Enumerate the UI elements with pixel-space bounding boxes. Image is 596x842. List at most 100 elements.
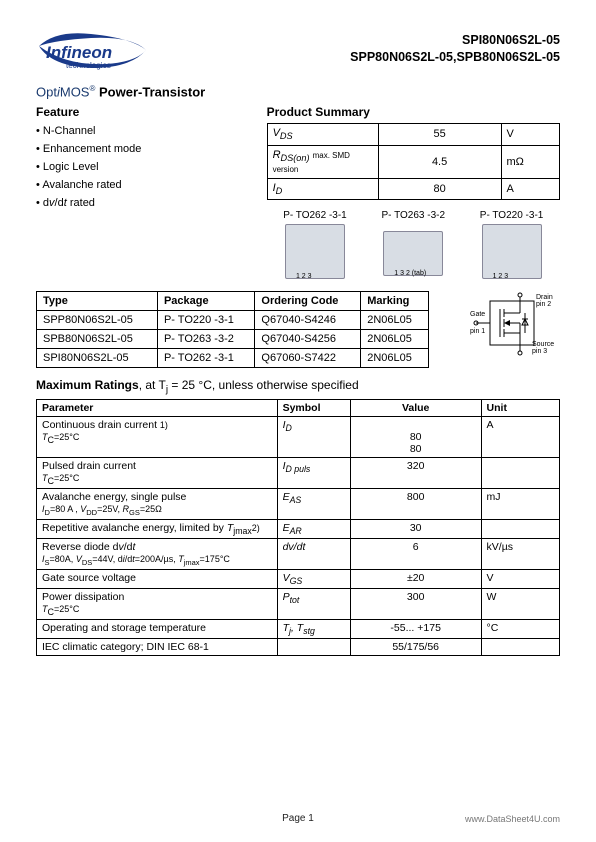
svg-text:pin 3: pin 3 [532,348,547,355]
feature-item: Avalanche rated [36,179,256,191]
svg-text:Gate: Gate [470,311,485,318]
cell [481,458,559,489]
summary-unit: mΩ [501,145,560,178]
package-pins: 1 2 3 [286,273,344,280]
cell: EAR [277,520,350,539]
cell: 30 [350,520,481,539]
summary-sym: RDS(on) max. SMD version [267,145,378,178]
cell: 300 [350,589,481,620]
summary-unit: V [501,124,560,145]
table-row: Avalanche energy, single pulseID=80 A , … [37,489,560,520]
feature-item: N-Channel [36,125,256,137]
ratings-title-rest: , at Tj = 25 °C, unless otherwise specif… [139,378,359,392]
cell: IEC climatic category; DIN IEC 68-1 [37,639,278,656]
packages-row: P- TO262 -3-1 1 2 3 P- TO263 -3-2 1 3 2 … [267,210,560,279]
types-table: Type Package Ordering Code Marking SPP80… [36,291,429,368]
cell: W [481,589,559,620]
header: Infineon technologies SPI80N06S2L-05 SPP… [36,28,560,74]
cell: Q67040-S4256 [255,329,361,348]
table-row: SPI80N06S2L-05P- TO262 -3-1Q67060-S74222… [37,348,429,367]
table-row: RDS(on) max. SMD version 4.5 mΩ [267,145,559,178]
cell: 55/175/56 [350,639,481,656]
package-image: 1 3 2 (tab) [383,231,443,276]
cell: SPI80N06S2L-05 [37,348,158,367]
title-mos: MOS [60,84,90,99]
types-head: Ordering Code [255,291,361,310]
types-head: Type [37,291,158,310]
features-heading: Feature [36,105,256,119]
feature-item: dv/dt rated [36,197,256,209]
ratings-head: Symbol [277,400,350,417]
ratings-head: Unit [481,400,559,417]
cell: SPB80N06S2L-05 [37,329,158,348]
package-pins: 1 3 2 (tab) [384,270,442,277]
infineon-logo-icon: Infineon technologies [36,28,156,74]
summary-sym: VDS [267,124,378,145]
table-header-row: Parameter Symbol Value Unit [37,400,560,417]
package-label: P- TO262 -3-1 [267,210,364,221]
package-pins: 1 2 3 [483,273,541,280]
feature-item: Enhancement mode [36,143,256,155]
cell: SPP80N06S2L-05 [37,310,158,329]
part-number-1: SPI80N06S2L-05 [350,32,560,49]
table-row: Operating and storage temperatureTj, Tst… [37,620,560,639]
cell: -55... +175 [350,620,481,639]
title-suffix: Power-Transistor [99,84,205,99]
cell: Q67040-S4246 [255,310,361,329]
cell: Reverse diode dv/dtIS=80A, VDS=44V, di/d… [37,539,278,570]
cell [277,639,350,656]
summary-unit: A [501,178,560,199]
features-list: N-Channel Enhancement mode Logic Level A… [36,125,256,209]
package-label: P- TO220 -3-1 [463,210,560,221]
features-column: Feature N-Channel Enhancement mode Logic… [36,105,256,279]
cell: Q67060-S7422 [255,348,361,367]
table-row: IEC climatic category; DIN IEC 68-1 55/17… [37,639,560,656]
product-title: OptiMOS® Power-Transistor [36,84,560,99]
cell: P- TO263 -3-2 [157,329,254,348]
cell: 6 [350,539,481,570]
ratings-title-bold: Maximum Ratings [36,378,139,392]
cell: dv/dt [277,539,350,570]
cell: kV/µs [481,539,559,570]
ratings-table: Parameter Symbol Value Unit Continuous d… [36,399,560,656]
upper-section: Feature N-Channel Enhancement mode Logic… [36,105,560,279]
cell: 2N06L05 [361,329,429,348]
table-row: Gate source voltageVGS±20V [37,570,560,589]
cell [481,520,559,539]
part-numbers: SPI80N06S2L-05 SPP80N06S2L-05,SPB80N06S2… [350,32,560,66]
table-row: SPB80N06S2L-05P- TO263 -3-2Q67040-S42562… [37,329,429,348]
summary-sym: ID [267,178,378,199]
cell: Operating and storage temperature [37,620,278,639]
table-row: Power dissipationTC=25°CPtot300W [37,589,560,620]
table-row: Reverse diode dv/dtIS=80A, VDS=44V, di/d… [37,539,560,570]
cell: A [481,417,559,458]
cell: ID [277,417,350,458]
cell: mJ [481,489,559,520]
summary-val: 55 [378,124,501,145]
cell: Ptot [277,589,350,620]
cell: ID puls [277,458,350,489]
cell: 320 [350,458,481,489]
cell: Avalanche energy, single pulseID=80 A , … [37,489,278,520]
package: P- TO262 -3-1 1 2 3 [267,210,364,279]
title-reg: ® [89,84,95,93]
package: P- TO220 -3-1 1 2 3 [463,210,560,279]
table-row: Repetitive avalanche energy, limited by … [37,520,560,539]
cell: Continuous drain current 1)TC=25°C [37,417,278,458]
footer-watermark: www.DataSheet4U.com [465,814,560,824]
table-row: Continuous drain current 1)TC=25°CID8080… [37,417,560,458]
svg-text:Drain: Drain [536,294,553,301]
package-image: 1 2 3 [482,224,542,279]
cell: Pulsed drain currentTC=25°C [37,458,278,489]
table-row: ID 80 A [267,178,559,199]
ratings-head: Value [350,400,481,417]
cell: P- TO220 -3-1 [157,310,254,329]
summary-val: 80 [378,178,501,199]
cell: Gate source voltage [37,570,278,589]
package-label: P- TO263 -3-2 [365,210,462,221]
logo: Infineon technologies [36,28,156,74]
cell: 2N06L05 [361,310,429,329]
table-row: Pulsed drain currentTC=25°CID puls320 [37,458,560,489]
title-opt: Opt [36,84,57,99]
ratings-head: Parameter [37,400,278,417]
